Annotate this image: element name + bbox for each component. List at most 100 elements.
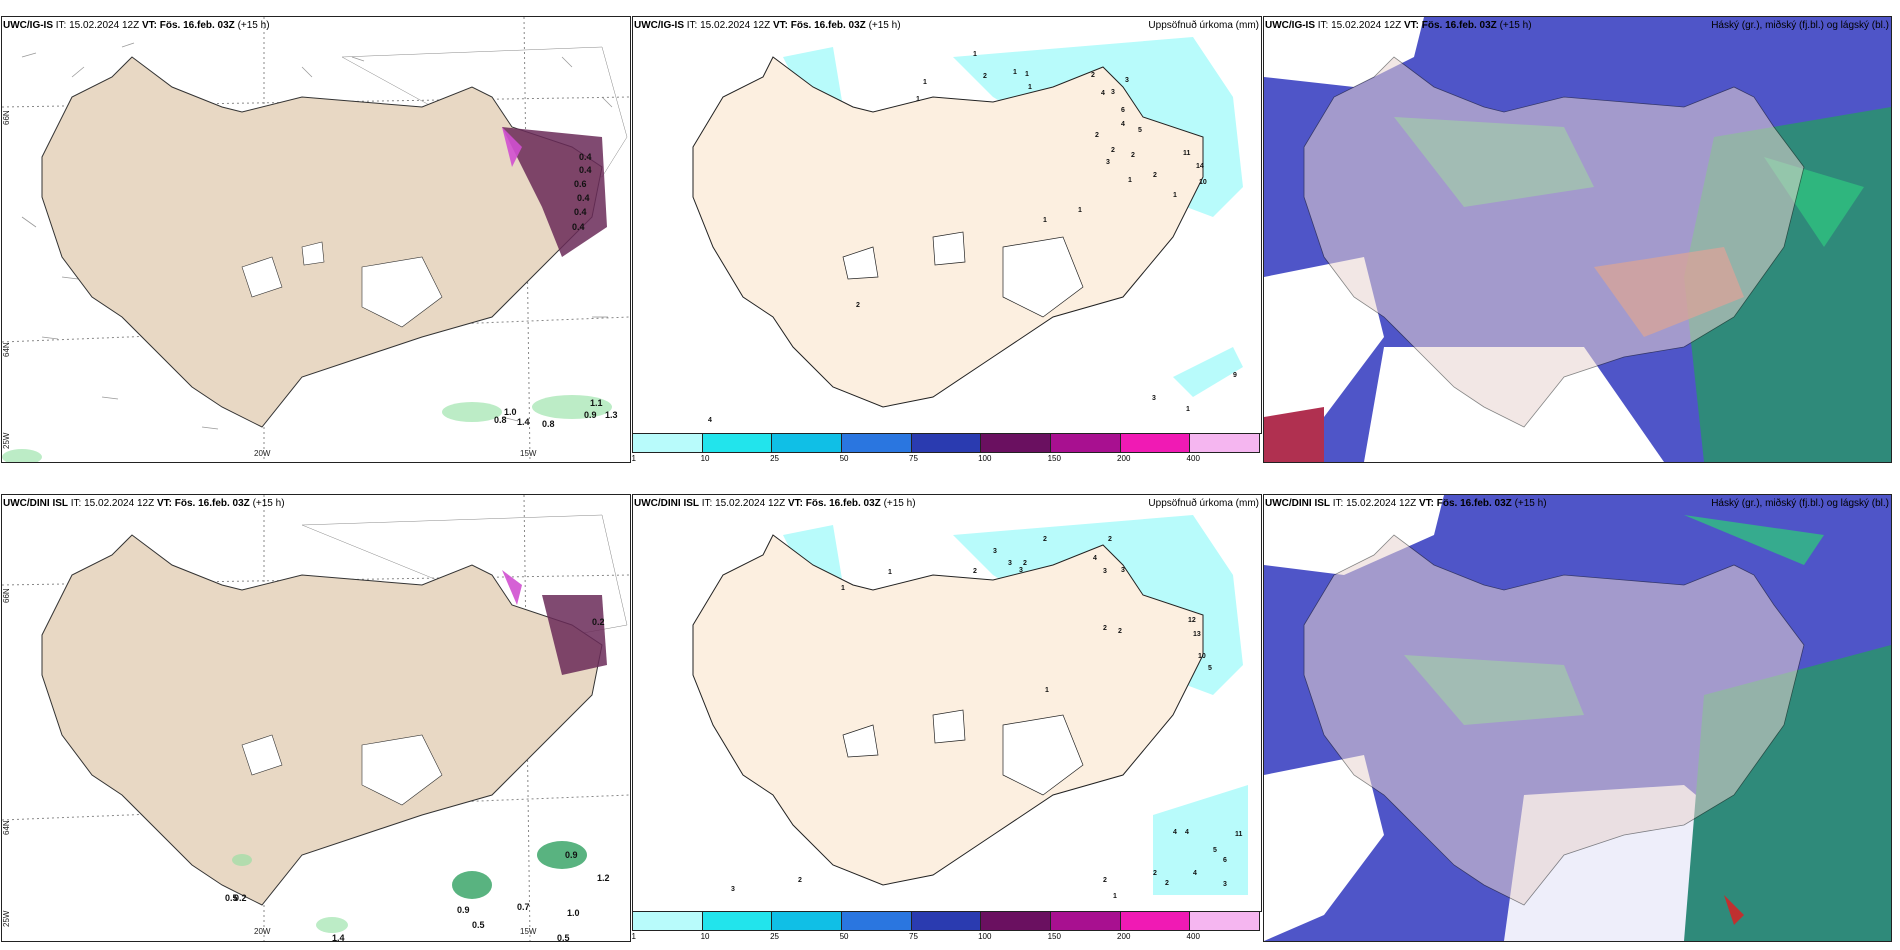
wind-value: 0.9 — [565, 850, 578, 860]
precip-value: 1 — [1186, 406, 1190, 413]
issue-label: IT: — [686, 20, 698, 31]
precip-map-panel-2[interactable]: 2 3 3 2 3 2 1 1 2 4 3 3 2 2 12 13 10 5 1… — [632, 494, 1262, 912]
precip-value: 1 — [916, 96, 920, 103]
iceland-land — [692, 534, 1204, 886]
precip-map-2 — [692, 515, 1248, 895]
panel-right-title: Uppsöfnuð úrkoma (mm) — [1148, 20, 1259, 31]
colorbar-seg — [772, 434, 843, 452]
iceland-land — [692, 56, 1204, 408]
precip-value: 1 — [1078, 207, 1082, 214]
panel-right-title: Háský (gr.), miðský (fj.bl.) og lágský (… — [1711, 20, 1889, 31]
lead-time: (+15 h) — [237, 20, 270, 31]
precip-value: 2 — [1153, 172, 1157, 179]
colorbar-seg — [981, 912, 1052, 930]
precip-value: 3 — [993, 548, 997, 555]
colorbar-tick: 1 — [631, 932, 637, 941]
precip-value: 2 — [1131, 152, 1135, 159]
colorbar-tick: 50 — [839, 454, 849, 463]
precip-value: 1 — [1028, 84, 1032, 91]
precip-value: 3 — [1152, 395, 1156, 402]
row-1: 20W 15W 66N 64N 25W 0.4 0.4 0.6 0.4 0.4 … — [0, 0, 1900, 470]
colorbar-seg — [702, 912, 773, 930]
precip-value: 3 — [1223, 881, 1227, 888]
precip-value: 3 — [1106, 159, 1110, 166]
wind-map-panel-1[interactable]: 20W 15W 66N 64N 25W 0.4 0.4 0.6 0.4 0.4 … — [1, 16, 631, 463]
issue-label: IT: — [55, 20, 67, 31]
lat-label: 66N — [2, 588, 11, 603]
wind-value: 0.4 — [579, 165, 592, 175]
colorbar-seg — [911, 912, 982, 930]
valid-label: VT: — [141, 20, 157, 31]
precip-value: 1 — [1128, 177, 1132, 184]
valid-label: VT: — [1403, 20, 1419, 31]
panel-right-title: Uppsöfnuð úrkoma (mm) — [1148, 498, 1259, 509]
colorbar-tick: 75 — [909, 454, 918, 463]
wind-value: 0.7 — [517, 902, 530, 912]
wind-value: 0.5 — [557, 933, 570, 942]
wind-map-1 — [2, 17, 630, 462]
issue-time: 15.02.2024 12Z — [84, 498, 155, 509]
precip-value: 4 — [1173, 829, 1177, 836]
colorbar-tick: 1 — [631, 454, 637, 463]
lead-time: (+15 h) — [883, 498, 916, 509]
wind-value: 1.0 — [567, 908, 580, 918]
precip-value: 1 — [1045, 687, 1049, 694]
issue-time: 15.02.2024 12Z — [1331, 20, 1402, 31]
issue-label: IT: — [701, 498, 713, 509]
precip-value: 3 — [1125, 77, 1129, 84]
wind-value: 1.4 — [517, 417, 530, 427]
precip-value: 3 — [731, 886, 735, 893]
colorbar-seg — [1051, 434, 1121, 452]
issue-time: 15.02.2024 12Z — [69, 20, 140, 31]
wind-map-panel-2[interactable]: 20W 15W 66N 64N 25W 0.2 0.5 0.9 0.2 0.9 … — [1, 494, 631, 942]
precip-value: 1 — [1043, 217, 1047, 224]
wind-value: 1.2 — [597, 873, 610, 883]
precip-value: 1 — [1013, 69, 1017, 76]
precip-value: 2 — [1118, 628, 1122, 635]
precip-value: 5 — [1138, 127, 1142, 134]
precip-colorbar — [632, 433, 1260, 453]
precip-value: 1 — [1025, 71, 1029, 78]
colorbar-tick: 100 — [978, 454, 992, 463]
colorbar-seg — [1190, 434, 1260, 452]
colorbar-seg — [1120, 434, 1191, 452]
precip-value: 2 — [798, 877, 802, 884]
wind-value: 1.3 — [605, 410, 618, 420]
precip-value: 10 — [1198, 653, 1206, 660]
precip-map-panel-1[interactable]: 1 1 2 1 1 1 2 4 3 3 2 4 6 5 2 2 3 2 1 11… — [632, 16, 1262, 434]
valid-label: VT: — [772, 20, 788, 31]
wind-value: 0.6 — [574, 179, 587, 189]
issue-time: 15.02.2024 12Z — [715, 498, 786, 509]
valid-label: VT: — [787, 498, 803, 509]
colorbar-ticks: 1 10 25 50 75 100 150 200 400 — [632, 932, 1258, 944]
lead-time: (+15 h) — [1514, 498, 1547, 509]
panel-title: UWC/DINI ISL IT: 15.02.2024 12Z VT: Fös.… — [3, 498, 285, 509]
panel-title: UWC/DINI ISL IT: 15.02.2024 12Z VT: Fös.… — [634, 498, 916, 509]
panel-title: UWC/IG-IS IT: 15.02.2024 12Z VT: Fös. 16… — [634, 20, 901, 31]
precip-map-1 — [692, 37, 1243, 408]
precip-colorbar — [632, 911, 1260, 931]
wind-value: 1.0 — [504, 407, 517, 417]
precip-value: 4 — [1185, 829, 1189, 836]
lat-label: 64N — [2, 820, 11, 835]
panel-title: UWC/IG-IS IT: 15.02.2024 12Z VT: Fös. 16… — [3, 20, 270, 31]
iceland-land — [41, 534, 603, 906]
wind-value: 0.8 — [542, 419, 555, 429]
precip-value: 13 — [1193, 631, 1201, 638]
precip-value: 3 — [1103, 568, 1107, 575]
colorbar-tick: 25 — [770, 454, 779, 463]
valid-time: Fös. 16.feb. 03Z — [1436, 498, 1512, 509]
row-2: 20W 15W 66N 64N 25W 0.2 0.5 0.9 0.2 0.9 … — [0, 478, 1900, 948]
lon-label: 20W — [254, 927, 271, 936]
model-name: UWC/IG-IS — [3, 20, 53, 31]
cloud-map-panel-2[interactable]: UWC/DINI ISL IT: 15.02.2024 12Z VT: Fös.… — [1263, 494, 1892, 942]
valid-label: VT: — [1418, 498, 1434, 509]
colorbar-seg — [1051, 912, 1121, 930]
precip-value: 2 — [1091, 72, 1095, 79]
colorbar-seg — [1120, 912, 1191, 930]
model-name: UWC/DINI ISL — [1265, 498, 1330, 509]
precip-value: 2 — [1108, 536, 1112, 543]
cloud-map-panel-1[interactable]: UWC/IG-IS IT: 15.02.2024 12Z VT: Fös. 16… — [1263, 16, 1892, 463]
precip-value: 1 — [973, 51, 977, 58]
lon-label: 15W — [520, 927, 537, 936]
